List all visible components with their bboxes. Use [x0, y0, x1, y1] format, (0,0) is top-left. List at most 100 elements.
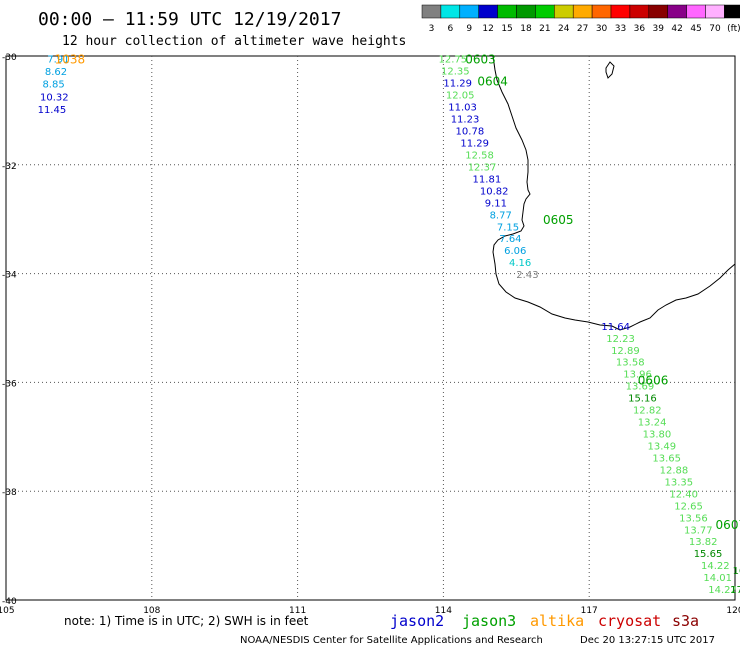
scale-swatch [535, 4, 555, 19]
swh-value: 13.96 [623, 370, 652, 381]
scale-swatch [421, 4, 442, 19]
swh-value: 8.77 [490, 210, 512, 221]
y-tick-label: -36 [2, 379, 17, 389]
graticule [6, 56, 735, 600]
chart-subtitle: 12 hour collection of altimeter wave hei… [62, 34, 406, 49]
scale-label: 21 [539, 24, 550, 34]
scale-swatch [610, 4, 631, 19]
x-tick-label: 114 [435, 606, 452, 616]
credit-text: NOAA/NESDIS Center for Satellite Applica… [240, 635, 543, 646]
swh-value: 12.88 [660, 465, 689, 476]
swh-value: 14.22 [708, 585, 737, 596]
scale-label: (ft) [727, 24, 740, 34]
pass-time-label: 0606 [638, 374, 669, 388]
footnote: note: 1) Time is in UTC; 2) SWH is in fe… [64, 614, 309, 628]
x-tick-label: 108 [143, 606, 160, 616]
swh-value: 13.69 [626, 382, 655, 393]
scale-swatch [516, 4, 536, 19]
satellite-legend: jason2 jason3 altika cryosat s3a [390, 612, 699, 630]
x-tick-label: 120 [726, 606, 740, 616]
pass-time-label: 0603 [465, 53, 496, 67]
scale-label: 6 [447, 24, 453, 34]
swh-value: 11.64 [601, 322, 630, 333]
swh-value: 16 [733, 566, 740, 577]
pass-time-labels: 1038 0603 0604 0605 0606 0607 [55, 53, 740, 532]
swh-value: 11.29 [443, 79, 472, 90]
swh-value: 12.89 [611, 346, 640, 357]
scale-label: 45 [690, 24, 701, 34]
wave-height-points: 7.918.628.8510.3211.4512.7512.3511.2912.… [38, 55, 740, 596]
satellite-s3a: s3a [672, 612, 699, 630]
swh-value: 11.45 [38, 105, 67, 116]
swh-value: 10.78 [456, 127, 485, 138]
timestamp-text: Dec 20 13:27:15 UTC 2017 [580, 635, 715, 646]
coastline-islet [605, 61, 615, 79]
scale-label: 18 [520, 24, 532, 34]
swh-value: 13.56 [679, 513, 708, 524]
swh-value: 2.43 [516, 270, 538, 281]
scale-label: 24 [558, 24, 570, 34]
x-tick-label: 117 [581, 606, 598, 616]
scale-label: 27 [577, 24, 588, 34]
swh-value: 7.91 [47, 55, 69, 66]
swh-value: 12.75 [439, 55, 468, 66]
swh-value: 13.35 [665, 477, 694, 488]
swh-value: 17. [730, 585, 740, 596]
swh-value: 8.62 [45, 67, 67, 78]
swh-value: 13.80 [643, 430, 672, 441]
swh-value: 9.11 [485, 198, 507, 209]
swh-value: 12.65 [674, 501, 703, 512]
scale-label: 36 [634, 24, 646, 34]
scale-swatch [591, 4, 612, 19]
scale-label: 3 [429, 24, 435, 34]
scale-label: 39 [653, 24, 665, 34]
scale-swatch [648, 4, 668, 19]
swh-value: 13.58 [616, 358, 645, 369]
scale-swatch [667, 4, 687, 19]
swh-value: 15.16 [628, 394, 657, 405]
scale-swatch [440, 4, 461, 19]
coastline [492, 55, 736, 331]
scale-swatch [686, 4, 706, 19]
satellite-cryosat: cryosat [598, 612, 661, 630]
x-tick-label: 111 [289, 606, 306, 616]
swh-value: 13.82 [689, 537, 718, 548]
swh-value: 11.03 [448, 103, 477, 114]
scale-label: 30 [596, 24, 608, 34]
scale-swatch [497, 4, 517, 19]
swh-value: 13.65 [652, 453, 681, 464]
scale-swatch [724, 4, 740, 19]
scale-swatch [459, 4, 479, 19]
swh-value: 12.35 [441, 67, 470, 78]
swh-value: 7.64 [499, 234, 521, 245]
y-tick-label: -32 [2, 162, 17, 172]
swh-value: 12.58 [465, 150, 494, 161]
swh-value: 12.37 [468, 162, 497, 173]
color-scale-legend: 3 6 9 12 15 18 21 24 27 30 33 36 39 42 45 70 (ft) [421, 4, 740, 34]
swh-value: 15.65 [694, 549, 723, 560]
y-tick-label: -34 [2, 271, 17, 281]
pass-time-label: 0605 [543, 213, 574, 227]
x-tick-label: 105 [0, 606, 15, 616]
scale-swatch [478, 4, 498, 19]
satellite-altika: altika [530, 612, 584, 630]
scale-swatch [705, 4, 725, 19]
satellite-jason2: jason2 [390, 612, 444, 630]
swh-value: 8.85 [42, 80, 64, 91]
swh-value: 11.29 [460, 138, 489, 149]
scale-label: 42 [671, 24, 682, 34]
swh-value: 12.05 [446, 91, 475, 102]
scale-swatch [572, 4, 593, 19]
swh-value: 11.23 [451, 115, 480, 126]
swh-value: 11.81 [473, 174, 502, 185]
swh-value: 14.22 [701, 561, 730, 572]
swh-value: 12.40 [669, 489, 698, 500]
swh-value: 10.82 [480, 186, 509, 197]
scale-swatch [554, 4, 574, 19]
scale-label: 15 [501, 24, 512, 34]
scale-swatch [629, 4, 650, 19]
swh-value: 6.06 [504, 246, 526, 257]
satellite-jason3: jason3 [462, 612, 516, 630]
swh-value: 12.82 [633, 406, 662, 417]
